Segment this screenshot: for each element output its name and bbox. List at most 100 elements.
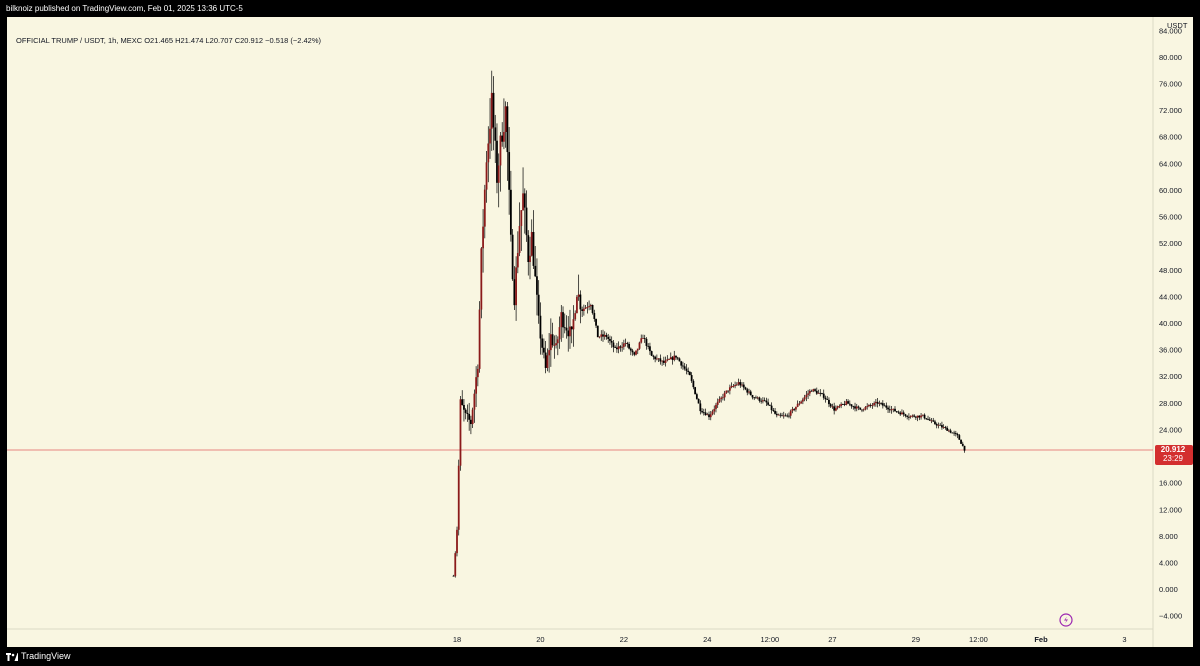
- candle: [722, 393, 724, 401]
- symbol-legend: OFFICIAL TRUMP / USDT, 1h, MEXC O21.465 …: [16, 36, 322, 45]
- candle: [871, 402, 874, 409]
- candle: [746, 387, 749, 396]
- candle: [690, 372, 693, 383]
- y-tick-label: 12.000: [1159, 505, 1182, 514]
- candle: [770, 402, 773, 414]
- candle: [591, 304, 594, 315]
- price-chart[interactable]: USDT 84.000 80.000 76.000 72.000 68.000 64.00…: [7, 17, 1193, 647]
- candle: [675, 355, 677, 360]
- candle: [847, 399, 849, 404]
- current-price-label: 20.912: [1161, 445, 1186, 454]
- candle: [708, 411, 710, 420]
- candle: [942, 424, 945, 429]
- candle: [916, 415, 919, 422]
- candle: [840, 402, 843, 409]
- candle: [930, 417, 933, 424]
- candle: [701, 408, 703, 414]
- candle: [543, 338, 545, 359]
- x-tick-label: 22: [620, 635, 628, 644]
- candle: [662, 356, 665, 365]
- candle: [873, 401, 876, 407]
- candle: [732, 383, 735, 388]
- candle: [631, 348, 634, 356]
- candle: [649, 342, 651, 355]
- candle: [678, 357, 681, 362]
- candle: [640, 334, 643, 344]
- candle: [932, 417, 935, 422]
- candle: [890, 405, 893, 414]
- y-tick-label: 80.000: [1159, 53, 1182, 62]
- candle: [814, 388, 816, 392]
- candle: [683, 363, 686, 371]
- candle: [713, 405, 716, 415]
- candle: [553, 335, 556, 359]
- candle: [946, 425, 949, 431]
- candle: [805, 391, 808, 402]
- candle: [694, 386, 697, 395]
- candle: [720, 396, 723, 403]
- candle: [727, 390, 730, 394]
- candle: [473, 389, 476, 423]
- chart-area[interactable]: OFFICIAL TRUMP / USDT, 1h, MEXC O21.465 …: [7, 17, 1193, 647]
- candle: [774, 408, 776, 415]
- candle: [657, 358, 660, 362]
- tradingview-logo[interactable]: TradingView: [6, 647, 71, 666]
- candle: [600, 330, 603, 341]
- y-tick-label: 40.000: [1159, 319, 1182, 328]
- candle: [527, 230, 530, 276]
- candle: [595, 318, 597, 328]
- candle: [508, 127, 511, 215]
- tradingview-logo-icon: [6, 652, 18, 661]
- candle: [899, 411, 902, 416]
- candle: [666, 355, 669, 362]
- candle: [643, 334, 646, 343]
- y-tick-label: 16.000: [1159, 479, 1182, 488]
- candle: [810, 389, 813, 392]
- y-tick-label: 24.000: [1159, 425, 1182, 434]
- candle: [753, 396, 756, 401]
- candle: [812, 388, 815, 393]
- candle: [855, 403, 858, 412]
- x-tick-label: 12:00: [969, 635, 988, 644]
- candle: [483, 184, 486, 239]
- candle: [673, 350, 676, 362]
- candle: [789, 409, 792, 419]
- candle: [864, 406, 867, 411]
- candle: [920, 413, 922, 420]
- alert-icon[interactable]: [1059, 613, 1073, 627]
- candle: [725, 390, 728, 394]
- candle: [819, 389, 822, 397]
- candle: [901, 409, 903, 415]
- candle: [742, 382, 745, 391]
- y-tick-label: 4.000: [1159, 558, 1178, 567]
- candle: [913, 414, 916, 418]
- y-tick-label: −4.000: [1159, 612, 1182, 621]
- candle: [894, 406, 896, 412]
- candle: [487, 126, 490, 183]
- y-tick-label: 60.000: [1159, 186, 1182, 195]
- candle: [711, 409, 714, 416]
- candle: [815, 387, 818, 395]
- x-axis: 18 20 22 24 12:00 27 29 12:00 Feb 3: [453, 635, 1127, 644]
- candle: [908, 413, 910, 421]
- candle: [636, 348, 639, 355]
- y-tick-label: 32.000: [1159, 372, 1182, 381]
- candle: [836, 405, 839, 410]
- candle: [468, 402, 471, 431]
- x-tick-label: Feb: [1034, 635, 1048, 644]
- y-tick-label: 0.000: [1159, 585, 1178, 594]
- footer-bar: TradingView: [0, 647, 1200, 666]
- candle: [793, 408, 796, 412]
- candle: [638, 341, 641, 350]
- candle: [906, 414, 909, 420]
- candle: [866, 403, 869, 410]
- x-tick-label: 3: [1122, 635, 1126, 644]
- candle: [781, 412, 783, 417]
- candle: [735, 382, 738, 387]
- candle: [661, 360, 663, 366]
- y-tick-label: 68.000: [1159, 133, 1182, 142]
- candle: [826, 395, 829, 400]
- candle: [878, 400, 881, 407]
- candle: [848, 400, 851, 407]
- candle: [829, 402, 832, 409]
